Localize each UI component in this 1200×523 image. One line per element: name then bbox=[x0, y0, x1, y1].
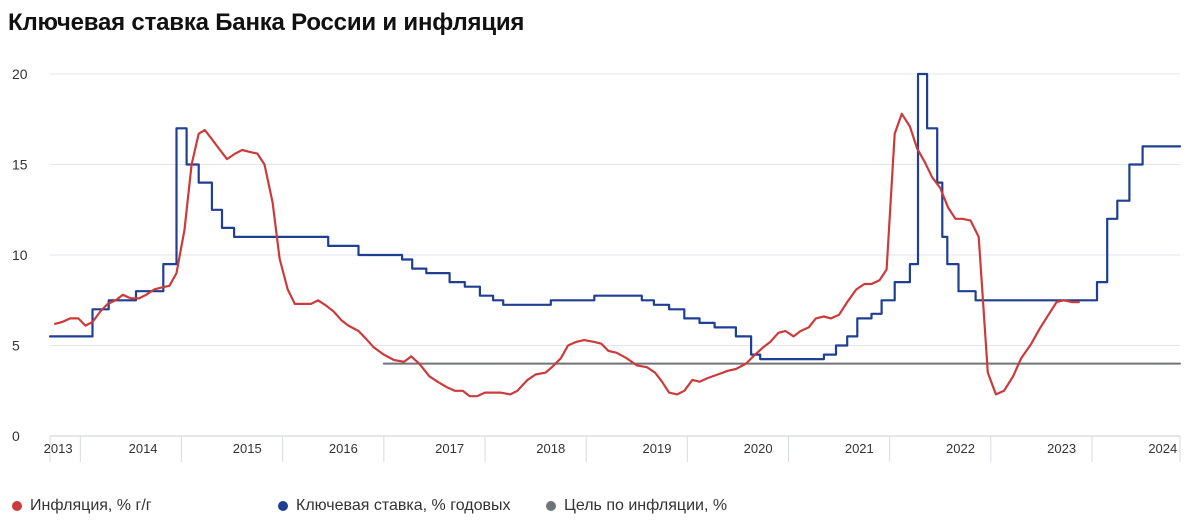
legend: Инфляция, % г/г Ключевая ставка, % годов… bbox=[12, 497, 727, 515]
x-tick-label: 2023 bbox=[1047, 441, 1076, 456]
legend-item-inflation[interactable]: Инфляция, % г/г bbox=[12, 497, 278, 515]
inflation-line bbox=[54, 112, 1080, 398]
legend-label-key-rate: Ключевая ставка, % годовых bbox=[296, 497, 511, 514]
legend-dot-inflation bbox=[12, 501, 22, 511]
y-tick-label: 10 bbox=[12, 247, 28, 263]
legend-label-inflation: Инфляция, % г/г bbox=[30, 497, 152, 514]
legend-dot-inflation-target bbox=[546, 501, 556, 511]
x-tick-label: 2022 bbox=[946, 441, 975, 456]
grid: 0 5 10 15 20 bbox=[12, 66, 1180, 444]
x-tick-label: 2021 bbox=[845, 441, 874, 456]
y-tick-label: 15 bbox=[12, 157, 28, 173]
y-tick-label: 20 bbox=[12, 66, 28, 82]
series-lines bbox=[48, 72, 1182, 398]
x-tick-label: 2019 bbox=[643, 441, 672, 456]
x-tick-label: 2016 bbox=[329, 441, 358, 456]
y-tick-label: 5 bbox=[12, 338, 20, 354]
y-tick-label: 0 bbox=[12, 428, 20, 444]
x-tick-label: 2013 bbox=[44, 441, 73, 456]
legend-label-inflation-target: Цель по инфляции, % bbox=[564, 497, 728, 514]
x-tick-label: 2018 bbox=[536, 441, 565, 456]
key-rate-line bbox=[48, 72, 1182, 361]
x-tick-label: 2014 bbox=[129, 441, 158, 456]
chart-title: Ключевая ставка Банка России и инфляция bbox=[8, 9, 525, 36]
legend-item-inflation-target[interactable]: Цель по инфляции, % bbox=[546, 497, 727, 515]
x-tick-label: 2015 bbox=[233, 441, 262, 456]
legend-item-key-rate[interactable]: Ключевая ставка, % годовых bbox=[278, 497, 546, 515]
x-tick-label: 2024 bbox=[1148, 441, 1177, 456]
x-tick-label: 2017 bbox=[435, 441, 464, 456]
x-axis: 2013 2014 2015 2016 2017 2018 2019 2020 2021 2022… bbox=[44, 435, 1181, 462]
legend-dot-key-rate bbox=[278, 501, 288, 511]
x-tick-label: 2020 bbox=[744, 441, 773, 456]
